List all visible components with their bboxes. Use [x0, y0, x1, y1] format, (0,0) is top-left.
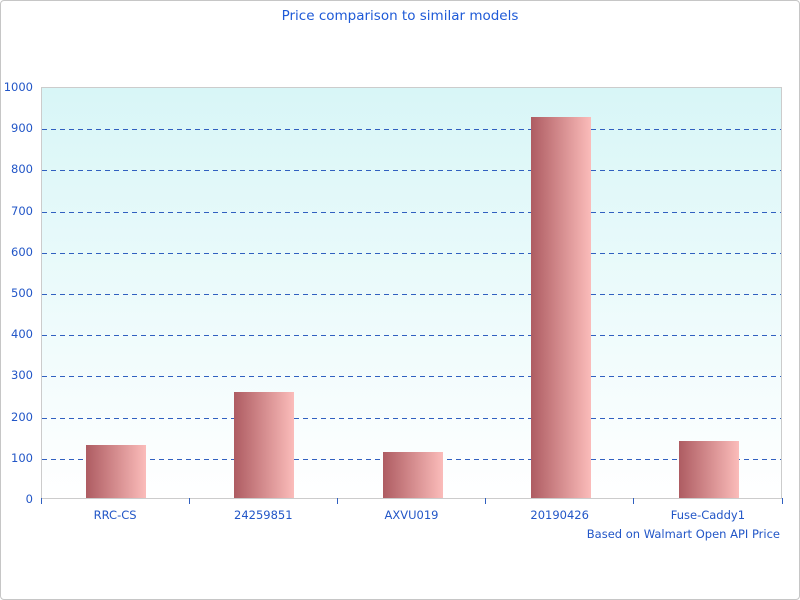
x-axis-category-label: 24259851 [234, 508, 293, 522]
gridline [42, 417, 781, 419]
gridline [42, 335, 781, 337]
y-axis-tick-label: 500 [11, 286, 33, 300]
x-axis-category-label: Fuse-Caddy1 [670, 508, 746, 522]
y-axis-tick-label: 300 [11, 368, 33, 383]
y-axis-tick-label: 900 [11, 121, 33, 136]
y-axis-tick-label: 600 [11, 244, 33, 259]
x-axis-category-label: 20190426 [530, 508, 589, 522]
y-axis-tick-label: 0 [25, 492, 33, 506]
gridline [42, 211, 781, 213]
bar [530, 116, 591, 498]
y-axis-tick-label: 400 [11, 327, 33, 342]
gridline [42, 376, 781, 378]
y-axis-tick-label: 800 [11, 162, 33, 177]
y-axis-tick-label: 700 [11, 203, 33, 218]
bar [678, 441, 739, 498]
chart-footnote: Based on Walmart Open API Price [586, 527, 780, 541]
bar [382, 451, 443, 498]
gridline [42, 252, 781, 254]
chart-title: Price comparison to similar models [281, 8, 519, 24]
bar [234, 392, 295, 498]
y-axis: 0 100 200 300 400 500 600 700 800 900 1000 [1, 80, 37, 506]
bar [86, 445, 147, 498]
y-axis-tick-label: 200 [11, 409, 33, 424]
y-axis-tick-label: 1000 [3, 80, 33, 94]
plot-area [41, 87, 782, 499]
gridline [42, 294, 781, 295]
gridline [42, 170, 781, 172]
gridline [42, 129, 781, 131]
x-axis-category-label: RRC-CS [93, 508, 137, 522]
x-axis-category-label: AXVU019 [384, 508, 439, 522]
y-axis-tick-label: 100 [11, 450, 33, 465]
